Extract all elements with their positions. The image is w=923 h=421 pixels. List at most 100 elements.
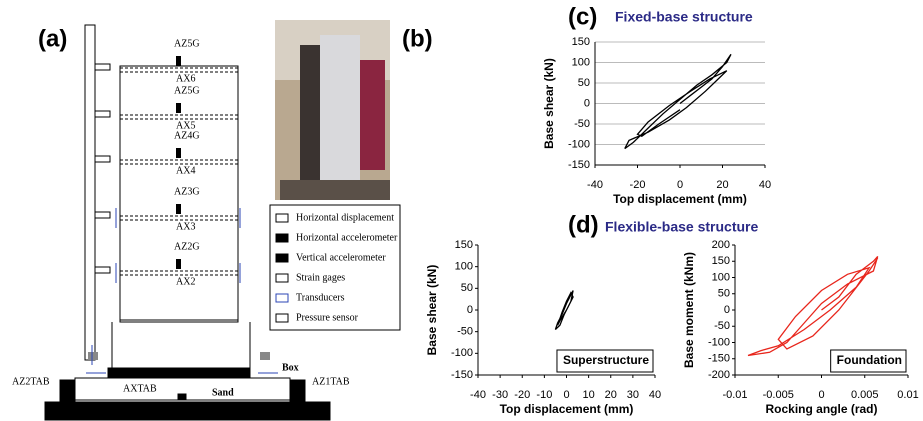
diagram-label: Box bbox=[282, 362, 299, 373]
panel-label: (c) bbox=[568, 3, 597, 30]
legend-label: Transducers bbox=[296, 292, 345, 303]
diagram-label: AXTAB bbox=[123, 383, 157, 394]
x-axis-label: Rocking angle (rad) bbox=[765, 402, 877, 416]
y-tick-label: 50 bbox=[461, 282, 473, 294]
x-tick-label: -40 bbox=[587, 179, 603, 191]
y-tick-label: 100 bbox=[572, 56, 590, 68]
accelerometer bbox=[176, 103, 181, 113]
y-tick-label: -50 bbox=[574, 118, 590, 130]
displacement-sensor bbox=[95, 63, 111, 71]
y-tick-label: 200 bbox=[712, 239, 730, 251]
legend-label: Horizontal displacement bbox=[296, 212, 394, 223]
legend-icon bbox=[275, 213, 289, 223]
diagram-label: Sand bbox=[212, 387, 234, 398]
accelerometer bbox=[176, 148, 181, 158]
x-axis-label: Top displacement (mm) bbox=[500, 402, 634, 416]
legend-label: Strain gages bbox=[296, 272, 345, 283]
data-line bbox=[554, 290, 574, 330]
sensor-label: AX2 bbox=[176, 276, 195, 287]
x-tick-label: 0 bbox=[677, 179, 683, 191]
data-line bbox=[624, 53, 732, 150]
x-tick-label: 40 bbox=[649, 389, 661, 401]
y-axis-label: Base moment (kNm) bbox=[682, 252, 696, 368]
sensor-label: AZ5G bbox=[174, 85, 200, 96]
y-tick-label: -150 bbox=[451, 369, 473, 381]
y-axis-label: Base shear (kN) bbox=[542, 58, 556, 149]
diagram-label: AZ1TAB bbox=[312, 376, 350, 387]
sensor-label: AX4 bbox=[176, 165, 195, 176]
panel-label: (b) bbox=[402, 25, 433, 52]
y-tick-label: 0 bbox=[467, 304, 473, 316]
y-tick-label: -150 bbox=[568, 159, 590, 171]
displacement-sensor bbox=[95, 266, 111, 274]
annotation: Superstructure bbox=[563, 353, 649, 367]
legend-label: Horizontal accelerometer bbox=[296, 232, 398, 243]
y-tick-label: 100 bbox=[455, 261, 473, 273]
sensor-label: AZ4G bbox=[174, 130, 200, 141]
sensor-label: AX5 bbox=[176, 120, 195, 131]
diagram bbox=[44, 24, 331, 421]
accelerometer bbox=[176, 204, 181, 214]
legend-icon bbox=[275, 313, 289, 323]
x-tick-label: 0 bbox=[563, 389, 569, 401]
legend-icon bbox=[275, 253, 289, 263]
x-tick-label: 20 bbox=[716, 179, 728, 191]
x-tick-label: -30 bbox=[492, 389, 508, 401]
y-axis-label: Base shear (kN) bbox=[425, 265, 439, 356]
x-tick-label: 10 bbox=[583, 389, 595, 401]
y-tick-label: -50 bbox=[457, 326, 473, 338]
photo bbox=[275, 20, 390, 200]
y-tick-label: 50 bbox=[718, 288, 730, 300]
y-tick-label: 0 bbox=[584, 97, 590, 109]
y-tick-label: 100 bbox=[712, 271, 730, 283]
legend-label: Vertical accelerometer bbox=[296, 252, 386, 263]
y-tick-label: 50 bbox=[578, 77, 590, 89]
y-tick-label: -150 bbox=[708, 353, 730, 365]
x-tick-label: 0.005 bbox=[851, 389, 879, 401]
x-tick-label: 0 bbox=[818, 389, 824, 401]
sensor-label: AX6 bbox=[176, 73, 195, 84]
diagram-label: AZ2TAB bbox=[12, 376, 50, 387]
chart-title: Fixed-base structure bbox=[615, 9, 753, 25]
accelerometer bbox=[176, 56, 181, 66]
x-tick-label: -0.005 bbox=[763, 389, 794, 401]
displacement-sensor bbox=[95, 211, 111, 219]
y-tick-label: -100 bbox=[451, 347, 473, 359]
displacement-sensor bbox=[95, 155, 111, 163]
y-tick-label: -100 bbox=[568, 138, 590, 150]
displacement-sensor bbox=[95, 110, 111, 118]
accelerometer bbox=[176, 259, 181, 269]
data-line bbox=[747, 255, 879, 357]
x-tick-label: 20 bbox=[605, 389, 617, 401]
legend-icon bbox=[275, 233, 289, 243]
y-tick-label: 0 bbox=[724, 304, 730, 316]
legend-label: Pressure sensor bbox=[296, 312, 359, 323]
annotation-box bbox=[556, 349, 654, 373]
legend-box bbox=[269, 204, 401, 331]
x-tick-label: -20 bbox=[630, 179, 646, 191]
legend-icon bbox=[275, 273, 289, 283]
y-tick-label: -200 bbox=[708, 369, 730, 381]
legend-icon bbox=[275, 293, 289, 303]
sensor-label: AZ2G bbox=[174, 241, 200, 252]
annotation-box bbox=[830, 349, 907, 373]
y-tick-label: 150 bbox=[712, 255, 730, 267]
chart-title: Flexible-base structure bbox=[605, 219, 758, 235]
x-tick-label: -40 bbox=[470, 389, 486, 401]
panel-label: (d) bbox=[568, 211, 599, 238]
x-tick-label: -10 bbox=[536, 389, 552, 401]
y-tick-label: -100 bbox=[708, 336, 730, 348]
x-tick-label: 40 bbox=[759, 179, 771, 191]
x-tick-label: 0.01 bbox=[897, 389, 918, 401]
x-tick-label: -20 bbox=[514, 389, 530, 401]
x-axis-label: Top displacement (mm) bbox=[613, 192, 747, 206]
y-tick-label: 150 bbox=[572, 36, 590, 48]
y-tick-label: -50 bbox=[714, 320, 730, 332]
annotation: Foundation bbox=[837, 353, 902, 367]
x-tick-label: 30 bbox=[627, 389, 639, 401]
y-tick-label: 150 bbox=[455, 239, 473, 251]
x-tick-label: -0.01 bbox=[722, 389, 747, 401]
sensor-label: AX3 bbox=[176, 221, 195, 232]
sensor-label: AZ5G bbox=[174, 38, 200, 49]
